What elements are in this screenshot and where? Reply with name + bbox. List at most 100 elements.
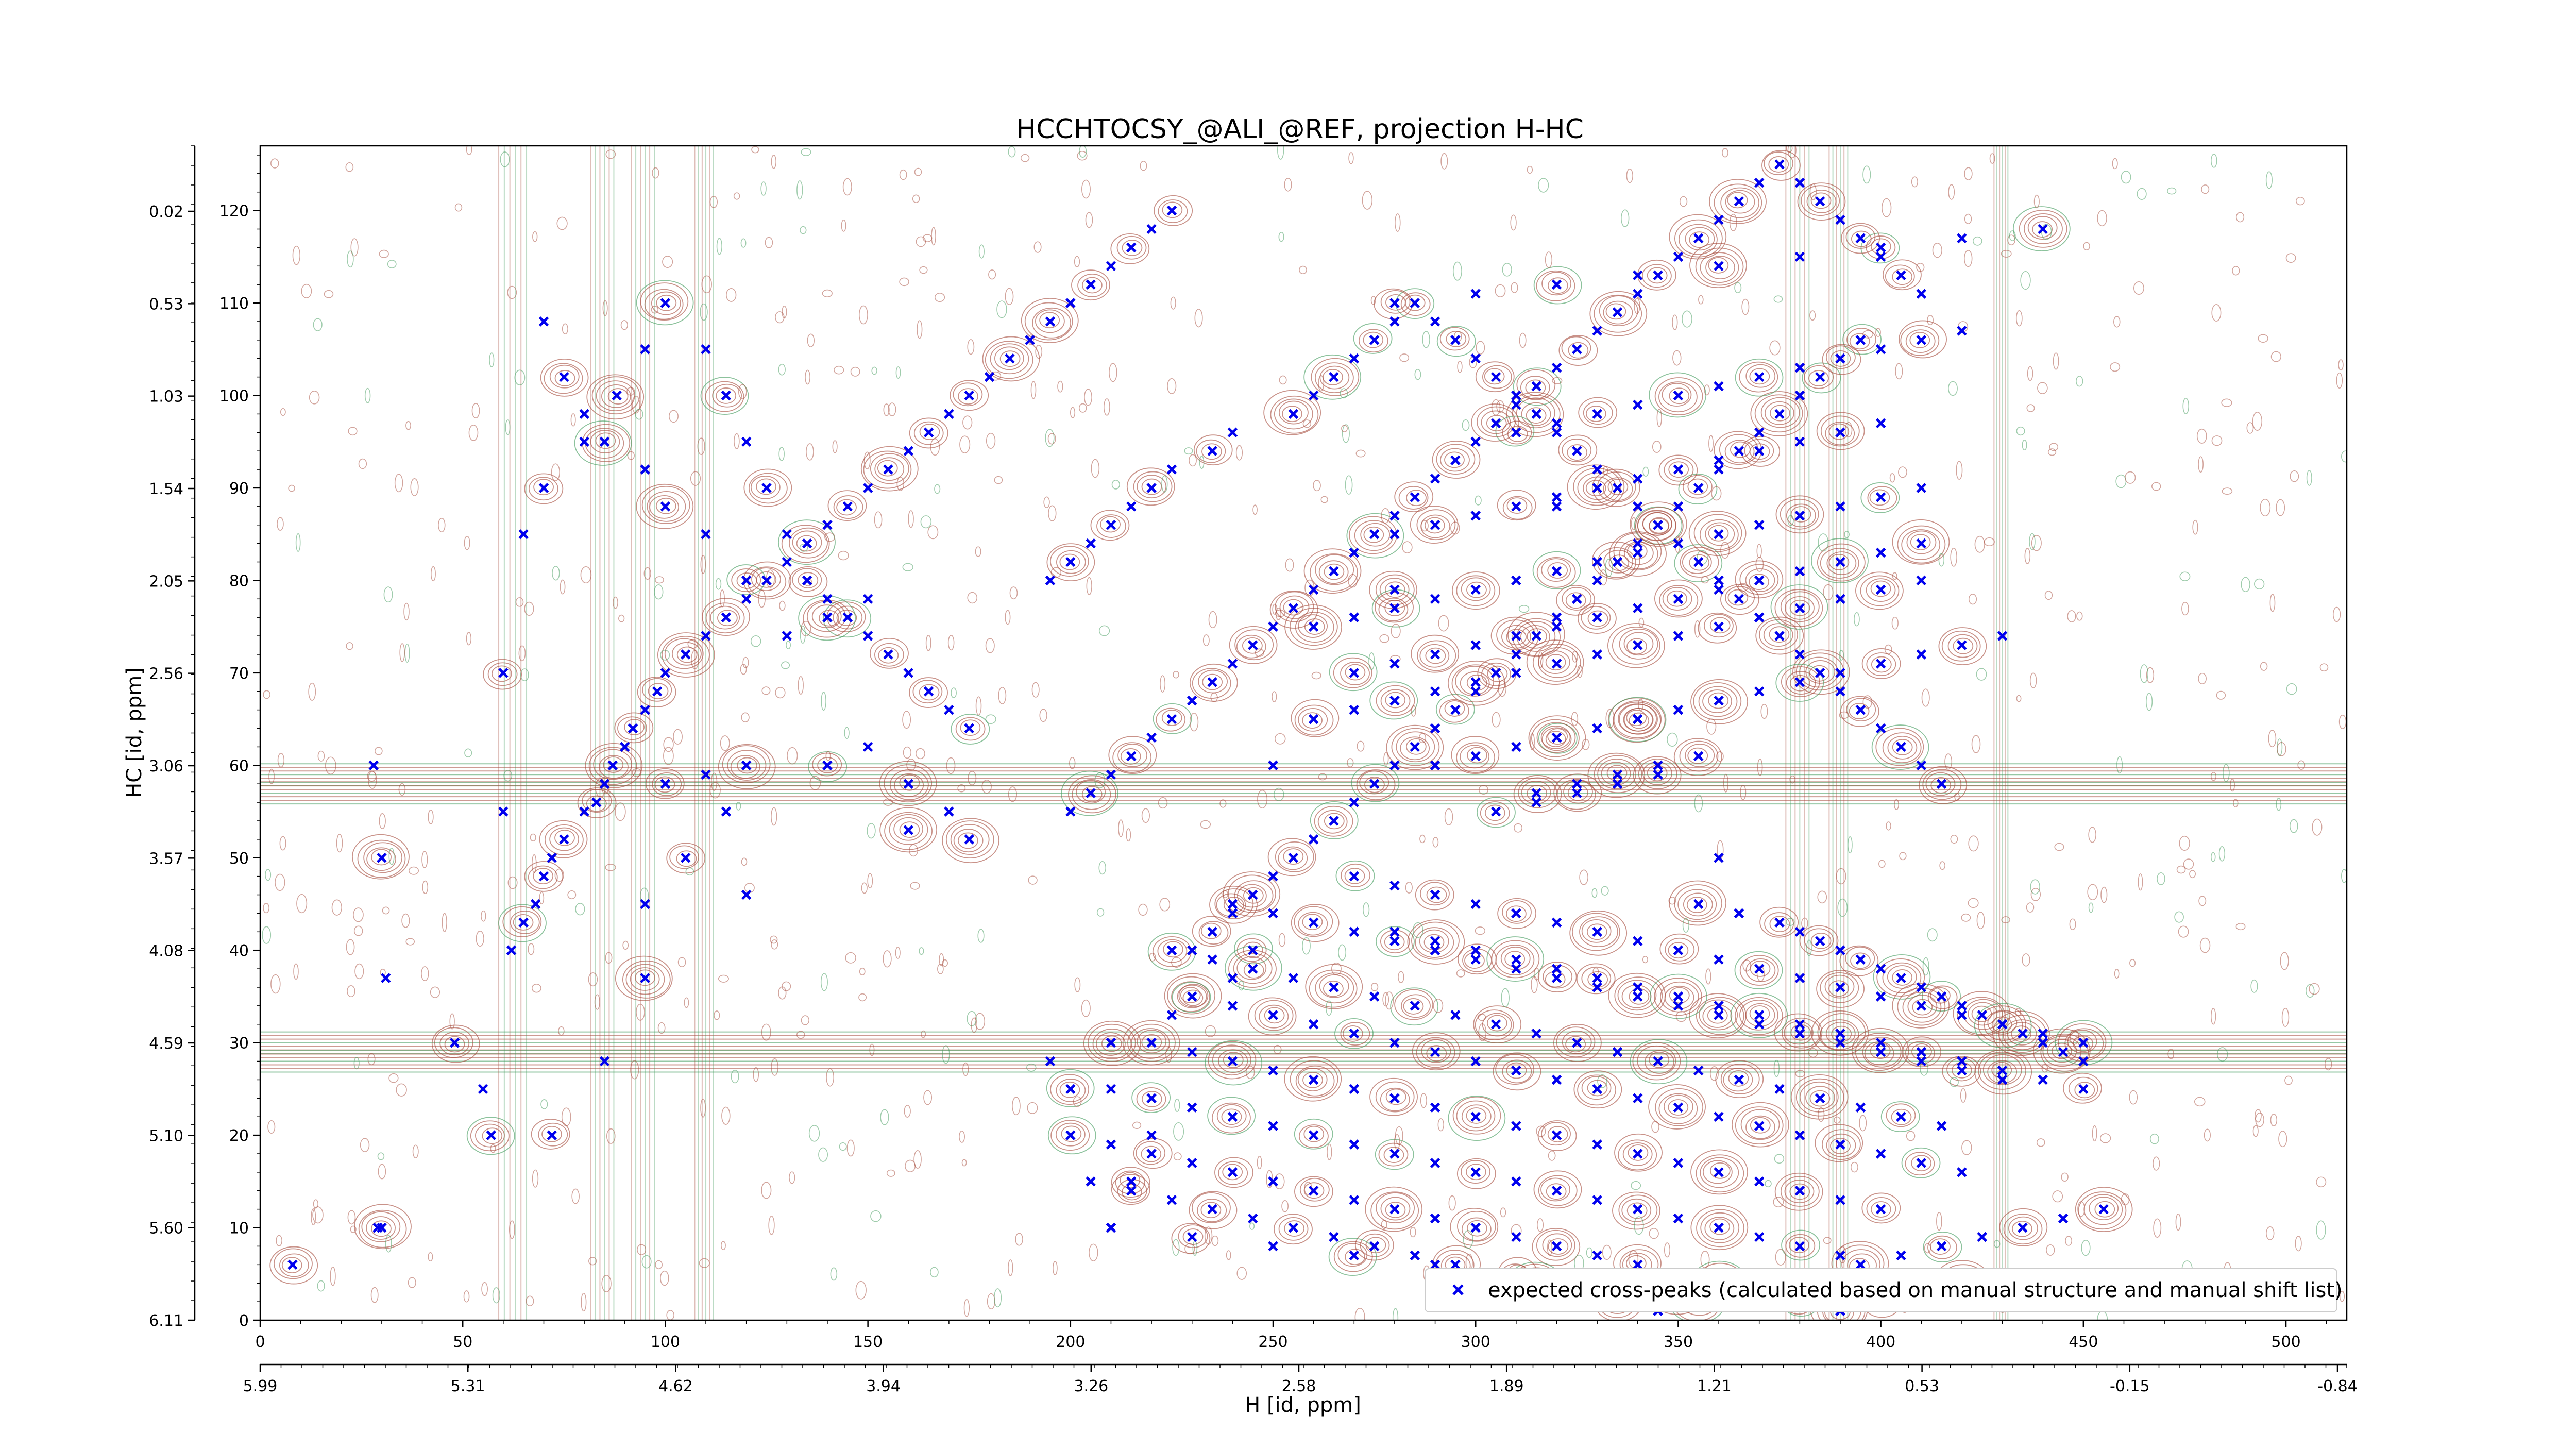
plot-frame: [259, 145, 2348, 1321]
x-ppm-tick-label: 0.53: [1905, 1377, 1939, 1395]
data-point: [1653, 769, 1663, 780]
data-point: [1490, 668, 1501, 678]
data-point: [741, 594, 752, 604]
data-point: [1572, 594, 1582, 604]
data-point: [1329, 1232, 1339, 1242]
data-point: [862, 483, 873, 493]
data-point: [1308, 1074, 1319, 1085]
data-point: [652, 686, 663, 697]
data-point: [1025, 335, 1035, 345]
x-tick-label: 400: [1866, 1333, 1895, 1351]
data-point: [1774, 1084, 1785, 1094]
data-point: [822, 760, 833, 771]
data-point: [1714, 695, 1724, 706]
data-point: [1450, 335, 1461, 345]
data-point: [1389, 529, 1400, 540]
x-tick-label: 150: [853, 1333, 883, 1351]
data-point: [1774, 409, 1785, 419]
data-point: [1470, 954, 1481, 965]
data-point: [1511, 1121, 1521, 1131]
data-point: [640, 344, 650, 355]
data-point: [660, 501, 671, 512]
data-point: [1389, 880, 1400, 891]
y-ppm-tick-label: 2.56: [149, 665, 183, 683]
data-point: [1754, 686, 1765, 697]
data-point: [1916, 760, 1927, 771]
data-point: [1551, 973, 1562, 983]
data-point: [1430, 1158, 1440, 1168]
data-point: [1349, 1139, 1360, 1150]
y-tick-label: 40: [229, 942, 249, 960]
data-point: [1511, 668, 1521, 678]
data-point: [1389, 760, 1400, 771]
y-ppm-tick-label: 2.05: [149, 572, 183, 591]
data-point: [1673, 1213, 1684, 1224]
data-point: [1592, 973, 1602, 983]
data-point: [1045, 575, 1056, 586]
data-point: [1430, 760, 1440, 771]
data-point: [1997, 1074, 2008, 1085]
data-point: [1815, 668, 1825, 678]
data-point: [1349, 926, 1360, 937]
data-point: [1835, 1250, 1845, 1261]
legend-box: [1425, 1268, 2337, 1312]
y-ppm-tick-label: 4.08: [149, 942, 183, 961]
legend: expected cross-peaks (calculated based o…: [1425, 1268, 2343, 1312]
data-point: [1957, 1001, 1967, 1011]
data-point: [1430, 723, 1440, 734]
data-point: [1673, 390, 1684, 401]
y-axis-label: HC [id, ppm]: [123, 667, 146, 798]
data-point: [1430, 1102, 1440, 1113]
data-point: [1572, 344, 1582, 355]
data-point: [640, 464, 650, 475]
data-point: [1794, 603, 1805, 614]
data-point: [1227, 1001, 1238, 1011]
data-point: [701, 344, 711, 355]
data-point: [1612, 557, 1623, 567]
y-tick-label: 30: [229, 1035, 249, 1053]
x-ppm-tick-label: 1.21: [1697, 1377, 1732, 1395]
data-point: [1794, 390, 1805, 401]
data-point: [1794, 973, 1805, 983]
data-point: [1916, 538, 1927, 549]
data-point: [1835, 501, 1845, 512]
data-point: [1349, 871, 1360, 882]
data-point: [1207, 926, 1217, 937]
data-point: [599, 779, 610, 789]
data-point: [2018, 1028, 2028, 1039]
data-point: [1714, 621, 1724, 632]
data-point: [1450, 704, 1461, 715]
data-point: [1227, 659, 1238, 669]
data-point: [1288, 973, 1299, 983]
data-point: [1551, 566, 1562, 577]
data-point: [377, 1222, 387, 1233]
data-point: [1470, 353, 1481, 364]
data-point: [1247, 640, 1258, 650]
data-point: [1065, 1130, 1076, 1140]
data-point: [1531, 797, 1541, 807]
data-point: [1957, 1167, 1967, 1177]
data-point: [1835, 427, 1845, 438]
data-point: [1633, 640, 1643, 650]
data-point: [1653, 1056, 1663, 1067]
data-point: [1288, 603, 1299, 614]
data-point: [1916, 483, 1927, 493]
data-point: [1551, 1186, 1562, 1196]
data-point: [1551, 1074, 1562, 1085]
data-point: [1410, 1250, 1420, 1261]
y-tick-label: 70: [229, 665, 249, 683]
data-point: [1308, 834, 1319, 845]
data-point: [1005, 353, 1015, 364]
data-point: [1592, 483, 1602, 493]
data-point: [1673, 594, 1684, 604]
data-point: [1875, 991, 1886, 1002]
data-point: [1835, 668, 1845, 678]
data-point: [591, 797, 602, 807]
data-point: [2038, 224, 2048, 234]
data-point: [1227, 427, 1238, 438]
data-point: [1531, 788, 1541, 798]
data-point: [842, 501, 853, 512]
data-point: [1875, 1204, 1886, 1215]
data-point: [1875, 1047, 1886, 1057]
data-point: [1714, 584, 1724, 595]
